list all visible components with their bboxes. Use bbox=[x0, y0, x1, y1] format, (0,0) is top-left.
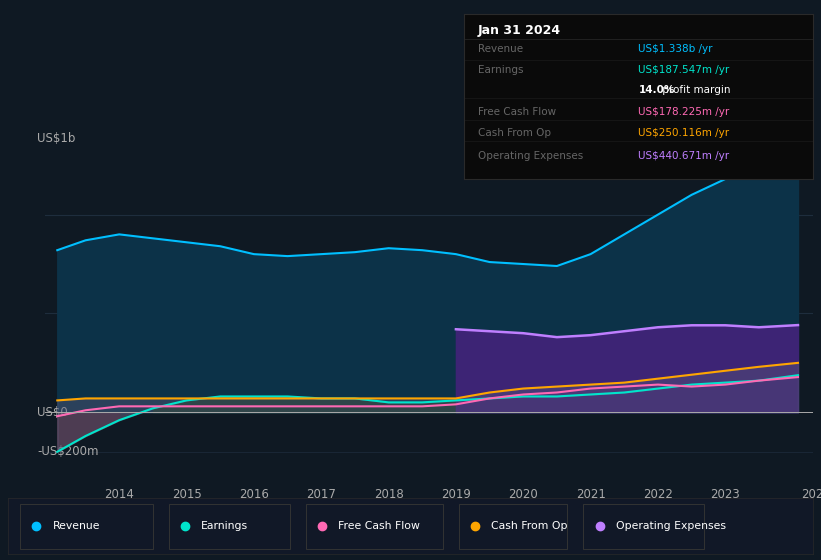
Text: 2015: 2015 bbox=[172, 488, 201, 501]
Text: US$0: US$0 bbox=[38, 406, 68, 419]
Text: 2014: 2014 bbox=[104, 488, 134, 501]
Text: Free Cash Flow: Free Cash Flow bbox=[478, 106, 556, 116]
Bar bbox=[459, 504, 567, 549]
Text: 2020: 2020 bbox=[508, 488, 538, 501]
Text: Cash From Op: Cash From Op bbox=[478, 128, 551, 138]
Text: Revenue: Revenue bbox=[478, 44, 523, 54]
Text: Free Cash Flow: Free Cash Flow bbox=[338, 521, 420, 531]
Text: US$1b: US$1b bbox=[38, 132, 76, 144]
Text: Earnings: Earnings bbox=[201, 521, 249, 531]
Text: Operating Expenses: Operating Expenses bbox=[616, 521, 726, 531]
Text: 2018: 2018 bbox=[374, 488, 403, 501]
Text: Jan 31 2024: Jan 31 2024 bbox=[478, 24, 561, 37]
Text: 202: 202 bbox=[801, 488, 821, 501]
Text: -US$200m: -US$200m bbox=[38, 445, 99, 458]
Text: 2019: 2019 bbox=[441, 488, 471, 501]
Bar bbox=[584, 504, 704, 549]
Text: US$250.116m /yr: US$250.116m /yr bbox=[639, 128, 729, 138]
Text: 2023: 2023 bbox=[710, 488, 740, 501]
Text: Revenue: Revenue bbox=[53, 521, 100, 531]
Text: US$1.338b /yr: US$1.338b /yr bbox=[639, 44, 713, 54]
Bar bbox=[21, 504, 153, 549]
Text: Cash From Op: Cash From Op bbox=[491, 521, 567, 531]
Bar bbox=[169, 504, 290, 549]
Text: US$440.671m /yr: US$440.671m /yr bbox=[639, 151, 729, 161]
Text: Operating Expenses: Operating Expenses bbox=[478, 151, 583, 161]
Bar bbox=[306, 504, 443, 549]
Text: 2021: 2021 bbox=[576, 488, 606, 501]
Text: profit margin: profit margin bbox=[659, 85, 731, 95]
Text: US$187.547m /yr: US$187.547m /yr bbox=[639, 65, 730, 75]
Text: 2016: 2016 bbox=[239, 488, 268, 501]
Text: 2022: 2022 bbox=[643, 488, 673, 501]
Text: 14.0%: 14.0% bbox=[639, 85, 675, 95]
Text: US$178.225m /yr: US$178.225m /yr bbox=[639, 106, 730, 116]
Text: 2017: 2017 bbox=[306, 488, 336, 501]
Text: Earnings: Earnings bbox=[478, 65, 523, 75]
